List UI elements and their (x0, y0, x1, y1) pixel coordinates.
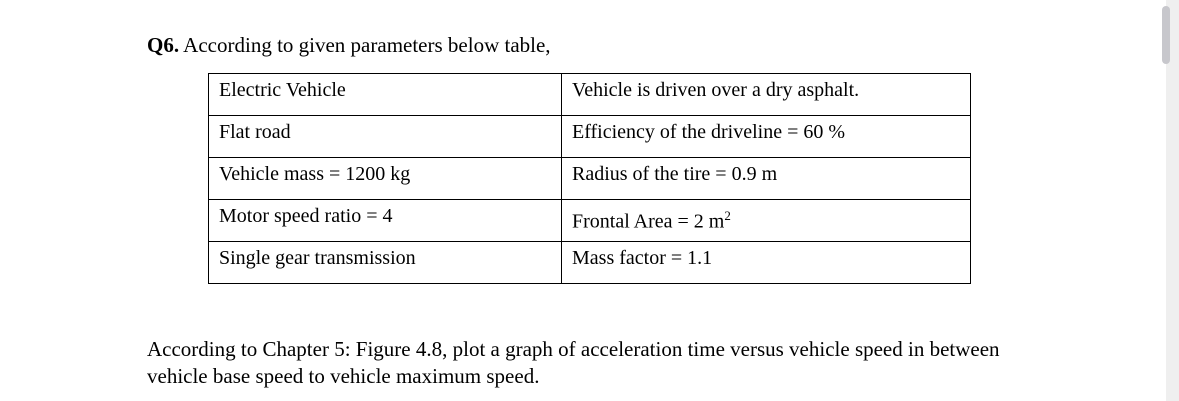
cell-text: Efficiency of the driveline = 60 % (572, 121, 846, 143)
cell-text: Motor speed ratio = 4 (219, 205, 393, 227)
superscript: 2 (724, 208, 731, 223)
instruction-line: According to Chapter 5: Figure 4.8, plot… (147, 337, 1000, 361)
table-row: Vehicle mass = 1200 kg Radius of the tir… (208, 157, 971, 200)
cell-text: Vehicle mass = 1200 kg (219, 163, 411, 185)
table-cell: Flat road (208, 115, 562, 158)
instruction-line: vehicle base speed to vehicle maximum sp… (147, 364, 540, 388)
table-row: Flat road Efficiency of the driveline = … (208, 115, 971, 158)
question-heading: Q6. According to given parameters below … (147, 33, 551, 58)
instruction-paragraph: According to Chapter 5: Figure 4.8, plot… (147, 336, 1047, 390)
table-cell: Mass factor = 1.1 (561, 241, 971, 284)
table-row: Electric Vehicle Vehicle is driven over … (208, 73, 971, 116)
table-cell: Motor speed ratio = 4 (208, 199, 562, 242)
scrollbar-thumb[interactable] (1162, 6, 1170, 64)
table-row: Single gear transmission Mass factor = 1… (208, 241, 971, 284)
table-cell: Single gear transmission (208, 241, 562, 284)
cell-text: Radius of the tire = 0.9 m (572, 163, 778, 185)
cell-text: Flat road (219, 121, 291, 143)
table-cell: Radius of the tire = 0.9 m (561, 157, 971, 200)
cell-text: Single gear transmission (219, 247, 416, 269)
question-text: According to given parameters below tabl… (179, 33, 551, 57)
cell-text: Mass factor = 1.1 (572, 247, 713, 269)
table-cell: Efficiency of the driveline = 60 % (561, 115, 971, 158)
table-cell: Vehicle is driven over a dry asphalt. (561, 73, 971, 116)
cell-text: Vehicle is driven over a dry asphalt. (572, 79, 860, 101)
parameters-table: Electric Vehicle Vehicle is driven over … (208, 73, 971, 284)
cell-text-with-superscript: Frontal Area = 2 m2 (572, 200, 970, 237)
table-cell: Frontal Area = 2 m2 (561, 199, 971, 242)
table-cell: Electric Vehicle (208, 73, 562, 116)
cell-text: Electric Vehicle (219, 79, 346, 101)
table-cell: Vehicle mass = 1200 kg (208, 157, 562, 200)
table-row: Motor speed ratio = 4 Frontal Area = 2 m… (208, 199, 971, 242)
question-number: Q6. (147, 33, 180, 57)
cell-text: Frontal Area = 2 m (572, 210, 725, 233)
scrollbar-track[interactable] (1166, 0, 1179, 401)
